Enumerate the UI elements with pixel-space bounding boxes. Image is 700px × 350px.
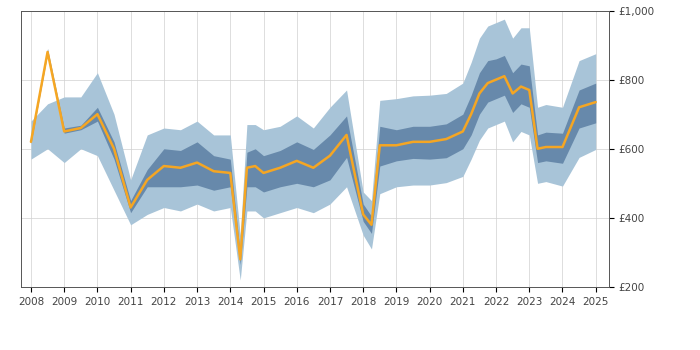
Legend: Median, 25th to 75th Percentile Range, 10th to 90th Percentile Range: Median, 25th to 75th Percentile Range, 1…	[41, 345, 519, 350]
